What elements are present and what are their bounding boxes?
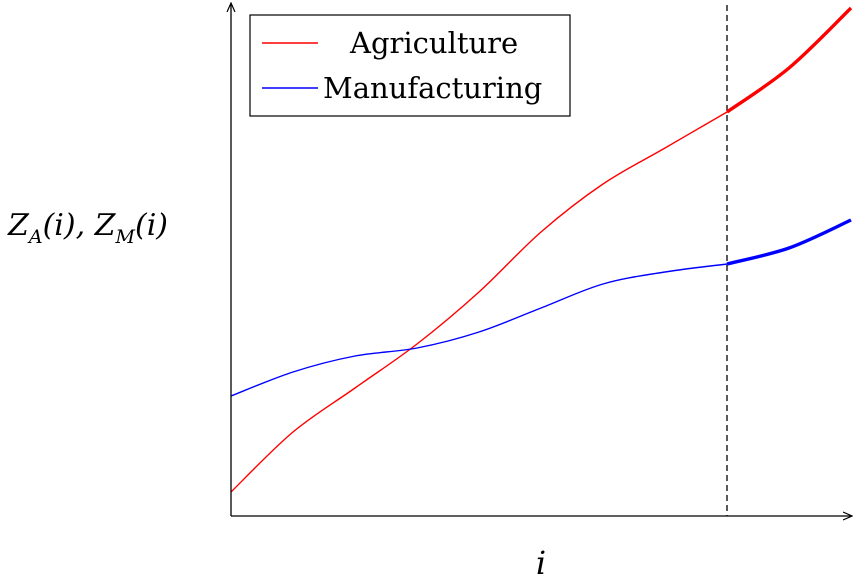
legend-label-manufacturing: Manufacturing: [323, 71, 542, 105]
y-axis-label: ZA(i), ZM(i): [7, 208, 168, 248]
series-line-agriculture: [230, 111, 728, 493]
x-axis-label: i: [536, 544, 546, 581]
legend-label-agriculture: Agriculture: [349, 26, 518, 60]
legend: Agriculture Manufacturing: [249, 14, 571, 117]
series-line-agriculture-highlight: [726, 6, 853, 114]
series-line-manufacturing: [230, 263, 728, 397]
legend-box: [249, 14, 571, 117]
plot-area: [230, 5, 853, 516]
series-line-manufacturing-highlight: [726, 218, 852, 266]
